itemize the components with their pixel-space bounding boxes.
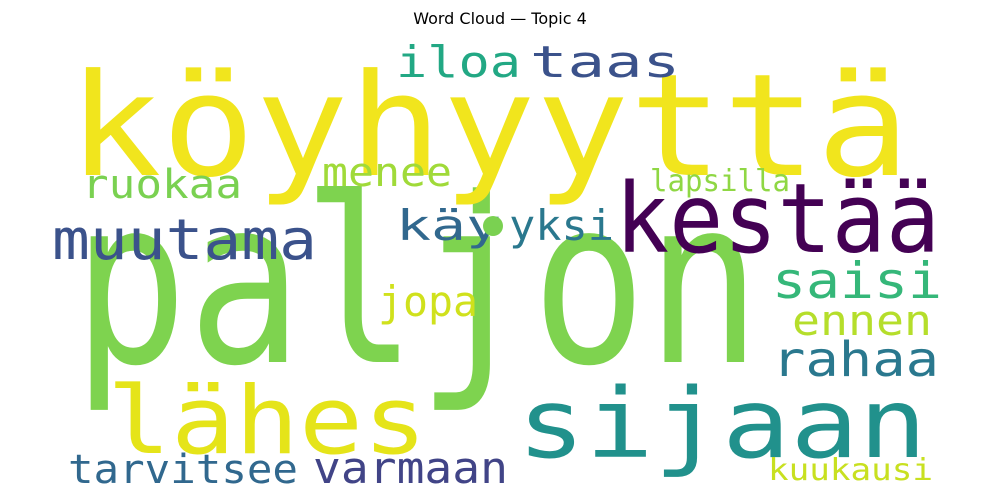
word-kuukausi: kuukausi [768, 453, 933, 488]
word-muutama: muutama [52, 208, 317, 273]
word-menee: menee [322, 150, 452, 196]
word-iloa: iloa [396, 37, 521, 88]
word-rahaa: rahaa [772, 332, 939, 388]
word-köyhyyttä: köyhyyttä [68, 44, 910, 209]
chart-title: Word Cloud — Topic 4 [413, 9, 587, 28]
word-kestää: kestää [615, 163, 940, 275]
word-taas: taas [530, 37, 680, 88]
word-ruokaa: ruokaa [82, 162, 242, 208]
word-paljon: paljon [73, 150, 761, 417]
word-varmaan: varmaan [313, 443, 508, 494]
word-yksi: yksi [509, 201, 614, 250]
word-ennen: ennen [792, 296, 932, 345]
word-saisi: saisi [772, 252, 942, 310]
word-lähes: lähes [107, 367, 427, 476]
word-sijaan: sijaan [517, 368, 927, 480]
word-dot [483, 216, 503, 236]
word-jopa: jopa [378, 277, 478, 326]
word-lapsilla: lapsilla [650, 164, 790, 199]
word-tarvitsee: tarvitsee [68, 447, 298, 493]
